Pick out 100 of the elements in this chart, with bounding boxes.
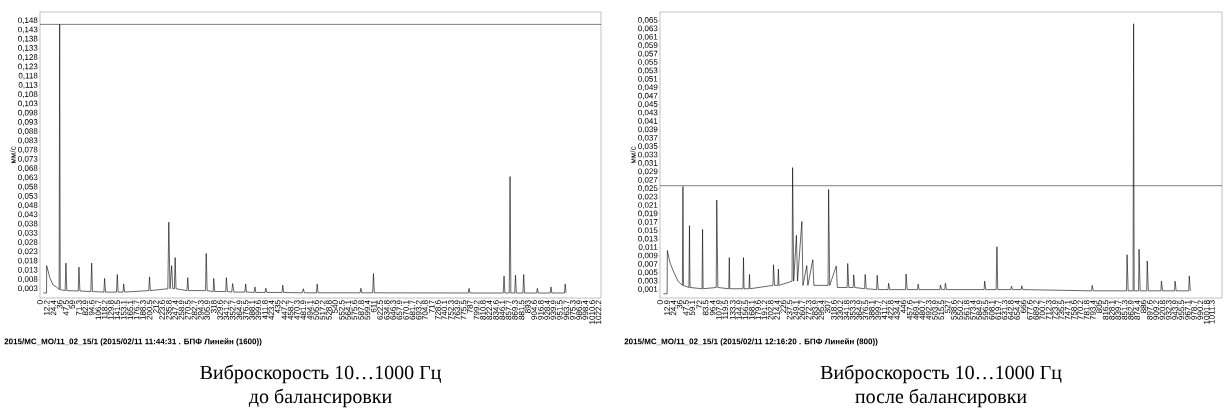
x-tick-label: 670.1 <box>403 300 409 320</box>
x-tick-label: 975.3 <box>569 300 576 320</box>
x-tick-label: 735.5 <box>1058 300 1065 320</box>
x-tick-label: 47.5 <box>683 300 689 316</box>
x-tick-label: 36 <box>56 300 63 309</box>
y-tick-label: 0,049 <box>638 84 658 92</box>
x-tick-label: 399.7 <box>875 300 881 320</box>
x-tick-label: 457.6 <box>906 300 913 320</box>
y-tick-label: 0,053 <box>18 193 38 200</box>
x-tick-label: 793.4 <box>1090 300 1096 320</box>
y-tick-label: 0,028 <box>18 239 38 246</box>
y-tick-label: 0,058 <box>18 183 38 191</box>
x-tick-label: 212 <box>153 300 159 313</box>
y-tick-label: 0,103 <box>18 100 38 108</box>
x-tick-label: 72 <box>696 300 703 309</box>
x-tick-label: 260.7 <box>799 300 806 320</box>
x-tick-label: 144.9 <box>736 300 742 320</box>
y-tick-label: 0,063 <box>18 174 38 182</box>
x-tick-label: 153.1 <box>120 300 127 320</box>
x-tick-label: 24.4 <box>670 300 677 316</box>
x-tick-label: 481.9 <box>300 300 307 320</box>
y-tick-label: 0,148 <box>18 17 38 24</box>
x-tick-label: 191.2 <box>761 300 768 320</box>
y-axis-title: мм/с <box>629 146 636 164</box>
x-tick-label: 693.2 <box>415 300 422 320</box>
x-tick-label: 364.9 <box>856 300 862 320</box>
y-tick-label: 0,007 <box>638 261 658 268</box>
x-tick-label: 681.7 <box>409 300 416 320</box>
x-tick-label: 928.4 <box>544 300 550 320</box>
y-tick-label: 0,029 <box>638 168 658 176</box>
x-tick-label: 712.3 <box>1045 300 1052 320</box>
x-tick-label: 330.2 <box>837 300 844 320</box>
x-tick-label: 599.4 <box>364 300 371 320</box>
x-tick-label: 920.8 <box>1159 300 1166 320</box>
y-tick-label: 0,023 <box>18 248 38 256</box>
x-tick-label: 575.6 <box>351 300 358 320</box>
y-tick-label: 0,108 <box>18 91 38 98</box>
x-tick-label: 96.4 <box>709 300 716 316</box>
x-tick-label: 805 <box>1096 300 1103 313</box>
x-tick-label: 740.1 <box>441 300 448 320</box>
x-tick-label: 963.7 <box>563 300 570 320</box>
y-tick-label: 0,073 <box>18 156 38 163</box>
x-tick-label: 83.5 <box>702 300 709 316</box>
x-tick-label: 986.9 <box>576 300 582 320</box>
x-tick-label: 36 <box>676 300 683 309</box>
x-tick-label: 955.5 <box>1178 300 1185 320</box>
x-tick-label: 223.6 <box>159 300 165 320</box>
x-tick-label: 200.5 <box>146 300 153 320</box>
x-tick-label: 862.9 <box>1128 300 1134 320</box>
x-tick-label: 561.8 <box>963 300 970 320</box>
x-tick-label: 775.5 <box>460 300 467 320</box>
x-tick-label: 503.9 <box>932 300 938 320</box>
x-tick-label: 881.5 <box>518 300 525 320</box>
x-tick-label: 1001.8 <box>1203 300 1210 324</box>
x-tick-label: 168.1 <box>748 300 755 320</box>
x-tick-label: 998.4 <box>582 300 589 320</box>
x-tick-label: 0 <box>657 300 663 305</box>
x-tick-label: 538.6 <box>951 300 957 320</box>
x-tick-label: 828.1 <box>1109 300 1115 320</box>
x-tick-label: 422.8 <box>887 300 894 320</box>
x-tick-label: 810.8 <box>480 300 486 320</box>
y-tick-label: 0,035 <box>638 143 658 150</box>
x-tick-label: 752.3 <box>448 300 454 320</box>
x-tick-label: 799.2 <box>473 300 480 320</box>
x-tick-label: 611 <box>370 300 377 313</box>
x-tick-label: 118.2 <box>101 300 108 319</box>
x-tick-label: 677.6 <box>1026 300 1033 320</box>
x-tick-label: 411.2 <box>881 300 888 320</box>
x-tick-label: 728.6 <box>435 300 441 320</box>
x-tick-label: 951.5 <box>556 300 563 320</box>
x-tick-label: 978.7 <box>1191 300 1197 320</box>
x-tick-label: 12.2 <box>43 300 50 315</box>
x-tick-label: 376.5 <box>242 300 249 320</box>
x-tick-label: 458.7 <box>287 300 294 320</box>
x-tick-label: 247.4 <box>172 300 178 320</box>
x-tick-label: 94.6 <box>88 300 95 316</box>
x-tick-label: 763.9 <box>454 300 461 320</box>
x-tick-label: 423.4 <box>268 300 275 320</box>
y-tick-label: 0,013 <box>638 235 658 243</box>
x-tick-label: 235.8 <box>165 300 172 320</box>
x-tick-label: 129.8 <box>108 300 114 320</box>
x-tick-label: 596.5 <box>982 300 989 320</box>
y-tick-label: 0,015 <box>638 227 658 235</box>
x-tick-label: 723.9 <box>1052 300 1058 320</box>
x-tick-label: 411.8 <box>262 300 268 320</box>
x-tick-label: 179.6 <box>755 300 761 320</box>
y-tick-label: 0,045 <box>638 101 658 108</box>
y-tick-label: 0,113 <box>18 82 38 89</box>
x-tick-label: 857.7 <box>505 300 512 320</box>
x-tick-label: 642.8 <box>1007 300 1014 320</box>
x-tick-label: 528.8 <box>326 300 332 320</box>
x-tick-label: 770.2 <box>1077 300 1084 320</box>
x-tick-label: 82.9 <box>82 300 89 316</box>
y-tick-label: 0,043 <box>638 109 658 117</box>
x-tick-label: 156.5 <box>742 300 749 320</box>
x-tick-label: 119.5 <box>722 300 729 319</box>
y-tick-label: 0,001 <box>638 286 658 293</box>
x-tick-label: 388.1 <box>249 300 255 320</box>
y-tick-label: 0,053 <box>638 67 658 75</box>
x-tick-label: 494.1 <box>307 300 313 320</box>
